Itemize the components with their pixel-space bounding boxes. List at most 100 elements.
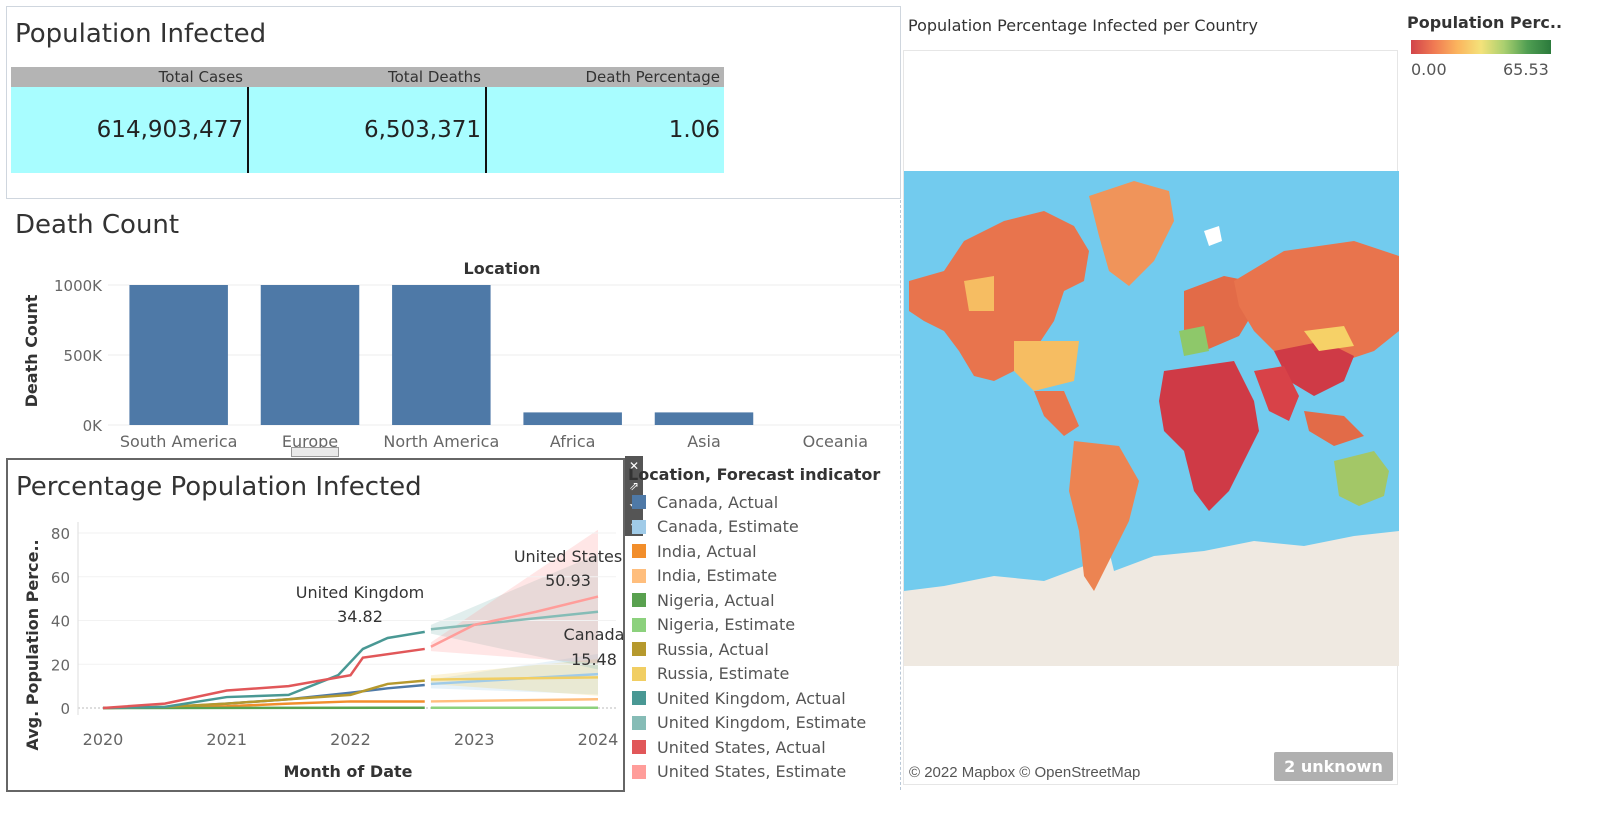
percentage-infected-chart[interactable]: Avg. Population Perce.. Month of Date 80… — [8, 460, 623, 790]
total-deaths-value[interactable]: 6,503,371 — [249, 87, 487, 173]
series-line[interactable] — [430, 676, 599, 681]
death-y-tick: 0K — [83, 417, 104, 435]
annotation-value: 34.82 — [337, 607, 383, 626]
kpi-value-row[interactable]: 614,903,477 6,503,371 1.06 — [11, 87, 724, 173]
north-america[interactable] — [909, 211, 1089, 381]
total-cases-header: Total Cases — [158, 68, 243, 86]
death-x-tick: Africa — [550, 432, 596, 451]
line-y-tick: 0 — [60, 700, 70, 718]
legend-swatch — [632, 666, 646, 681]
total-deaths-header: Total Deaths — [388, 68, 481, 86]
legend-item[interactable]: United Kingdom, Estimate — [628, 711, 900, 736]
legend-item[interactable]: Russia, Estimate — [628, 662, 900, 687]
legend-item[interactable]: Nigeria, Estimate — [628, 613, 900, 638]
alaska[interactable] — [964, 276, 994, 311]
death-bar[interactable] — [260, 285, 360, 425]
panel-divider — [900, 200, 901, 790]
death-bar[interactable] — [129, 285, 228, 425]
death-x-tick: Europe — [282, 432, 338, 451]
series-line[interactable] — [430, 698, 599, 703]
series-line[interactable] — [102, 647, 425, 710]
total-cases-value[interactable]: 614,903,477 — [11, 87, 249, 173]
legend-swatch — [632, 495, 646, 510]
legend-label: Canada, Actual — [657, 492, 779, 512]
death-y-tick: 1000K — [54, 277, 103, 295]
legend-swatch — [632, 740, 646, 755]
line-y-tick: 40 — [51, 613, 70, 631]
death-bar[interactable] — [654, 412, 754, 425]
india[interactable] — [1254, 366, 1299, 421]
legend-label: Nigeria, Actual — [657, 590, 775, 610]
resize-handle[interactable] — [291, 447, 339, 457]
forecast-band — [430, 529, 598, 664]
legend-label: Nigeria, Estimate — [657, 615, 796, 635]
legend-swatch — [632, 691, 646, 706]
forecast-band — [430, 554, 598, 670]
annotation-value: 15.48 — [571, 650, 617, 669]
color-legend-title: Population Perc.. — [1407, 13, 1563, 32]
map-attribution[interactable]: © 2022 Mapbox © OpenStreetMap — [909, 764, 1141, 781]
map-frame[interactable] — [903, 50, 1399, 786]
legend-item[interactable]: India, Estimate — [628, 564, 900, 589]
china[interactable] — [1274, 341, 1354, 396]
death-bar[interactable] — [523, 412, 622, 425]
line-y-axis-title: Avg. Population Perce.. — [23, 539, 42, 750]
south-america[interactable] — [1069, 441, 1139, 591]
africa[interactable] — [1159, 361, 1259, 511]
legend-swatch — [632, 764, 646, 779]
death-bar[interactable] — [392, 285, 491, 425]
antarctica — [904, 531, 1399, 666]
legend-item[interactable]: United Kingdom, Actual — [628, 686, 900, 711]
legend-swatch — [632, 544, 646, 559]
legend-swatch — [632, 642, 646, 657]
central-america[interactable] — [1034, 391, 1079, 436]
world-map[interactable] — [904, 51, 1399, 786]
kpi-header-row: Total Cases Total Deaths Death Percentag… — [11, 67, 724, 87]
legend-label: India, Actual — [657, 541, 757, 561]
death-column-header: Location — [464, 259, 541, 278]
legend-label: United Kingdom, Estimate — [657, 713, 867, 733]
west-europe[interactable] — [1179, 326, 1209, 356]
mongolia[interactable] — [1304, 326, 1354, 351]
series-line[interactable] — [102, 630, 425, 710]
usa[interactable] — [1014, 341, 1079, 391]
annotation-label: Canada — [564, 625, 623, 644]
death-count-panel: Death Count Location Death Count 1000K 50… — [6, 200, 901, 456]
color-legend-max: 65.53 — [1503, 60, 1549, 79]
russia[interactable] — [1234, 241, 1399, 366]
death-x-tick: Oceania — [803, 432, 868, 451]
line-x-tick: 2023 — [454, 730, 495, 749]
line-y-tick: 80 — [51, 525, 70, 543]
australia[interactable] — [1334, 451, 1389, 506]
line-x-tick: 2022 — [330, 730, 371, 749]
legend-item[interactable]: United States, Estimate — [628, 760, 900, 785]
map-title: Population Percentage Infected per Count… — [908, 16, 1258, 35]
percentage-infected-title: Percentage Population Infected — [16, 472, 422, 502]
percentage-infected-panel[interactable]: Percentage Population Infected Avg. Popu… — [6, 458, 625, 792]
greenland[interactable] — [1089, 181, 1174, 286]
svalbard — [1204, 226, 1222, 246]
legend-label: Canada, Estimate — [657, 517, 799, 537]
legend-item[interactable]: Nigeria, Actual — [628, 588, 900, 613]
southeast-asia[interactable] — [1304, 411, 1364, 446]
series-line[interactable] — [430, 610, 599, 631]
legend-item[interactable]: Canada, Actual — [628, 490, 900, 515]
death-y-tick: 500K — [64, 347, 104, 365]
legend-item[interactable]: United States, Actual — [628, 735, 900, 760]
death-y-axis-title: Death Count — [22, 294, 41, 407]
forecast-legend[interactable]: Location, Forecast indicator Canada, Act… — [628, 460, 900, 790]
unknown-locations-button[interactable]: 2 unknown — [1274, 752, 1393, 781]
legend-swatch — [632, 593, 646, 608]
close-icon[interactable]: ✕ — [628, 459, 640, 473]
legend-label: United States, Actual — [657, 737, 826, 757]
legend-item[interactable]: Canada, Estimate — [628, 515, 900, 540]
legend-label: India, Estimate — [657, 566, 778, 586]
annotation-value: 50.93 — [545, 571, 591, 590]
legend-item[interactable]: Russia, Actual — [628, 637, 900, 662]
population-infected-panel: Population Infected Total Cases Total De… — [6, 6, 901, 199]
legend-label: United States, Estimate — [657, 762, 847, 782]
open-external-icon[interactable]: ⇗ — [628, 479, 640, 493]
series-line[interactable] — [430, 595, 599, 648]
death-percentage-value[interactable]: 1.06 — [668, 117, 720, 143]
legend-item[interactable]: India, Actual — [628, 539, 900, 564]
